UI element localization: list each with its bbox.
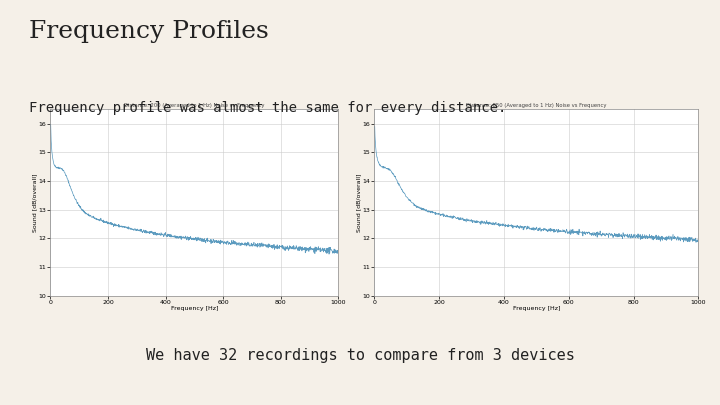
Title: Distance: 200 (Averaged to 1 Hz) Noise vs Frequency: Distance: 200 (Averaged to 1 Hz) Noise v… (124, 102, 265, 108)
Text: We have 32 recordings to compare from 3 devices: We have 32 recordings to compare from 3 … (145, 348, 575, 363)
Text: Frequency Profiles: Frequency Profiles (29, 20, 269, 43)
Y-axis label: Sound [dB/overall]: Sound [dB/overall] (356, 173, 361, 232)
Y-axis label: Sound [dB/overall]: Sound [dB/overall] (32, 173, 37, 232)
Title: Distance: 850 (Averaged to 1 Hz) Noise vs Frequency: Distance: 850 (Averaged to 1 Hz) Noise v… (466, 102, 607, 108)
X-axis label: Frequency [Hz]: Frequency [Hz] (171, 306, 218, 311)
Text: Frequency profile was almost the same for every distance.: Frequency profile was almost the same fo… (29, 101, 506, 115)
X-axis label: Frequency [Hz]: Frequency [Hz] (513, 306, 560, 311)
